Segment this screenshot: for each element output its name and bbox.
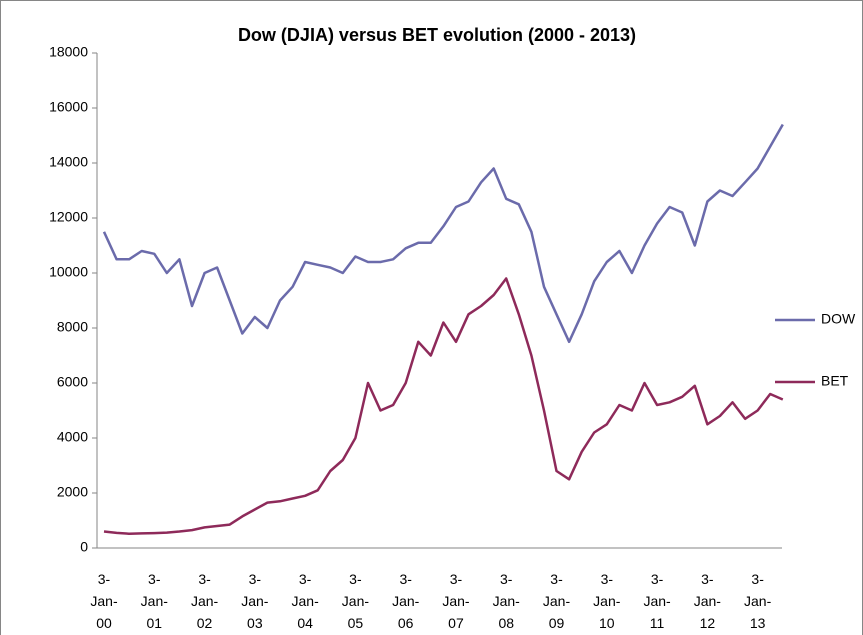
x-tick-label: 3-Jan-06 [392, 571, 420, 631]
y-tick-label: 8000 [57, 319, 88, 335]
x-tick-label: 3-Jan-05 [342, 571, 370, 631]
x-tick-label: 3-Jan-10 [593, 571, 621, 631]
y-tick-label: 16000 [49, 99, 88, 115]
x-tick-label: 3-Jan-09 [543, 571, 571, 631]
chart-title: Dow (DJIA) versus BET evolution (2000 - … [238, 25, 636, 45]
x-tick-label: 3-Jan-13 [744, 571, 772, 631]
y-tick-label: 4000 [57, 429, 88, 445]
series-line [102, 123, 784, 344]
x-tick-label: 3-Jan-07 [442, 571, 470, 631]
y-tick-label: 6000 [57, 374, 88, 390]
series-line [103, 277, 784, 535]
y-tick-label: 18000 [49, 44, 88, 60]
x-tick-label: 3-Jan-02 [191, 571, 219, 631]
x-tick-label: 3-Jan-11 [643, 571, 671, 631]
y-tick-label: 0 [80, 539, 88, 555]
x-tick-label: 3-Jan-03 [241, 571, 269, 631]
x-tick-label: 3-Jan-12 [694, 571, 722, 631]
legend-label: BET [821, 373, 849, 389]
y-tick-label: 2000 [57, 484, 88, 500]
legend-label: DOW [821, 311, 856, 327]
x-tick-label: 3-Jan-00 [90, 571, 118, 631]
x-tick-label: 3-Jan-04 [292, 571, 320, 631]
y-tick-label: 14000 [49, 154, 88, 170]
x-tick-label: 3-Jan-08 [493, 571, 521, 631]
y-tick-label: 12000 [49, 209, 88, 225]
y-tick-label: 10000 [49, 264, 88, 280]
x-tick-label: 3-Jan-01 [141, 571, 169, 631]
